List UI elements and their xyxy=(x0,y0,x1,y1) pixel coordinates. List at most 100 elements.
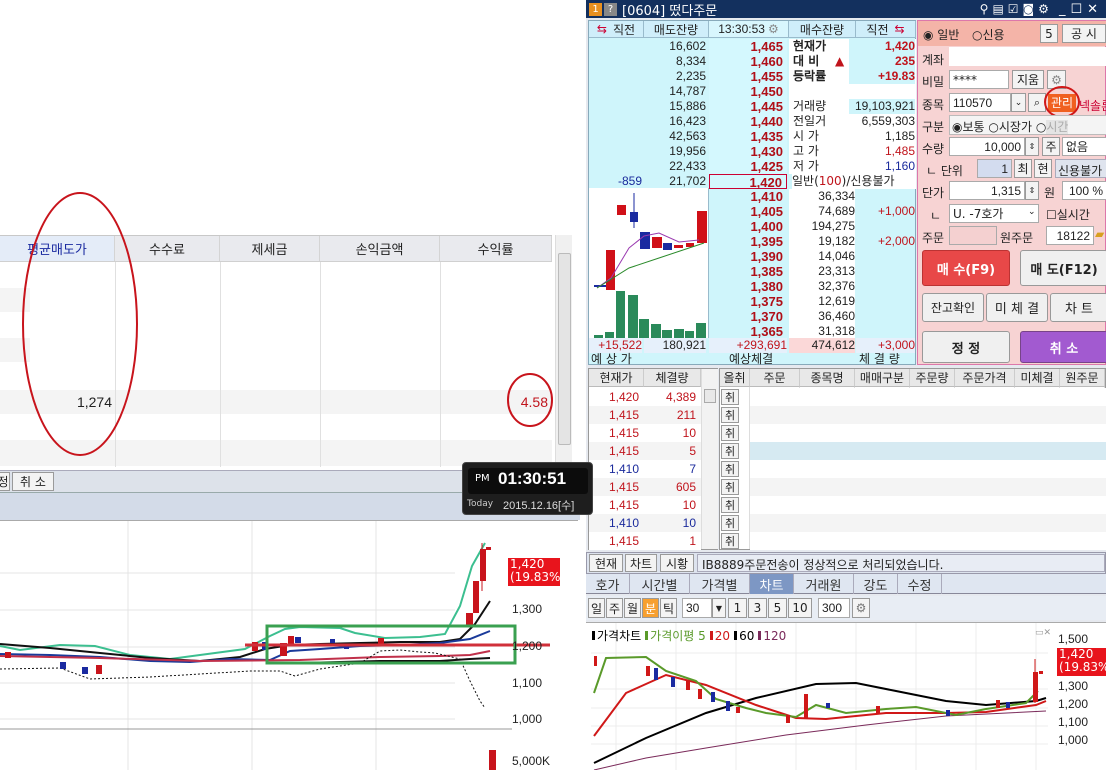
tab-2[interactable]: 가격별 xyxy=(690,574,750,594)
order-row[interactable] xyxy=(750,514,1106,532)
order-row[interactable] xyxy=(750,496,1106,514)
col-fee[interactable]: 수수료 xyxy=(115,236,220,261)
cancel-order-button[interactable]: 취 소 xyxy=(1020,331,1106,363)
cancel-button[interactable]: 취 소 xyxy=(12,472,54,491)
cancel-row-button[interactable]: 취 xyxy=(721,515,739,531)
legend-item[interactable]: 120 xyxy=(758,629,786,643)
tab-3[interactable]: 차트 xyxy=(750,574,794,594)
radio-normal[interactable]: ◉보통 xyxy=(952,120,985,134)
col-return-rate[interactable]: 수익률 xyxy=(440,236,552,261)
ask-price[interactable]: 1,430 xyxy=(709,144,787,159)
tick-row[interactable]: 1,420 4,389 xyxy=(589,388,701,406)
bid-price[interactable]: 1,365 xyxy=(750,324,783,339)
radio-credit[interactable]: ○신용 xyxy=(972,28,1005,42)
ask-price[interactable]: 1,440 xyxy=(709,114,787,129)
order-row[interactable] xyxy=(750,532,1106,550)
unfilled-button[interactable]: 미 체 결 xyxy=(986,293,1048,322)
cancel-row-button[interactable]: 취 xyxy=(721,461,739,477)
clear-password-button[interactable]: 지움 xyxy=(1012,70,1044,89)
title-toolbar-icons[interactable]: ⚲▤☑◙⚙ xyxy=(979,2,1053,16)
col-3[interactable]: 매매구분 xyxy=(855,369,910,387)
order-row[interactable] xyxy=(750,424,1106,442)
price-chart[interactable]: 가격차트 가격이평 5 20 60 120 ▭✕ 1,500 1,300 1,200 1… xyxy=(586,622,1106,771)
account-field[interactable] xyxy=(949,47,1106,66)
ticks-scrollbar[interactable] xyxy=(701,369,718,549)
ask-price[interactable]: 1,465 xyxy=(709,39,787,54)
legend-item[interactable]: 가격차트 xyxy=(592,629,641,643)
order-no-field[interactable] xyxy=(949,226,997,245)
bid-price[interactable]: 1,410 xyxy=(750,189,783,204)
bid-price[interactable]: 1,385 xyxy=(750,264,783,279)
table-row[interactable]: 1,274 4.58 xyxy=(0,390,552,414)
buy-button[interactable]: 매 수(F9) xyxy=(922,250,1010,286)
tick-row[interactable]: 1,410 7 xyxy=(589,460,701,478)
period-button[interactable]: 틱 xyxy=(660,598,677,618)
unit-field[interactable]: 1 xyxy=(977,159,1012,178)
window-number-badge[interactable]: 1 xyxy=(589,2,602,16)
ask-price[interactable]: 1,445 xyxy=(709,99,787,114)
qty-stepper[interactable]: ⇕ xyxy=(1025,137,1039,156)
search-icon[interactable]: ⌕ xyxy=(1028,93,1046,112)
vertical-scrollbar[interactable] xyxy=(555,235,572,467)
realtime-checkbox[interactable]: ☐실시간 xyxy=(1046,208,1090,222)
gear-icon[interactable]: ⚙ xyxy=(852,598,870,618)
tab-0[interactable]: 호가 xyxy=(586,574,630,594)
qty-option-select[interactable]: 없음 xyxy=(1062,137,1106,156)
swap-icon[interactable]: ⇆ xyxy=(596,22,607,36)
bid-price[interactable]: 1,380 xyxy=(750,279,783,294)
tick-row[interactable]: 1,415 1 xyxy=(589,532,701,550)
bid-price[interactable]: 1,370 xyxy=(750,309,783,324)
cancel-row-button[interactable]: 취 xyxy=(721,479,739,495)
chart-link-button[interactable]: 차트 xyxy=(625,554,657,572)
count-input[interactable]: 300 xyxy=(818,598,850,618)
tab-5[interactable]: 강도 xyxy=(854,574,898,594)
legend-item[interactable]: 가격이평 5 xyxy=(645,629,706,643)
bid-price[interactable]: 1,390 xyxy=(750,249,783,264)
order-row[interactable] xyxy=(750,406,1106,424)
radio-market[interactable]: ○시장가 xyxy=(988,120,1033,134)
tick-row[interactable]: 1,415 211 xyxy=(589,406,701,424)
cancel-row-button[interactable]: 취 xyxy=(721,497,739,513)
order-row[interactable] xyxy=(750,478,1106,496)
bid-price[interactable]: 1,400 xyxy=(750,219,783,234)
legend-item[interactable]: 60 xyxy=(734,629,754,643)
chevron-down-icon[interactable]: ▼ xyxy=(712,598,726,618)
cancel-row-button[interactable]: 취 xyxy=(721,425,739,441)
ask-price[interactable]: 1,425 xyxy=(709,159,787,174)
notice-button[interactable]: 공 시 xyxy=(1062,24,1106,43)
ask-price[interactable]: 1,435 xyxy=(709,129,787,144)
qty-input[interactable]: 10,000 xyxy=(949,137,1025,156)
quick-interval-button[interactable]: 5 xyxy=(768,598,787,618)
cancel-row-button[interactable]: 취 xyxy=(721,533,739,549)
cancel-row-button[interactable]: 취 xyxy=(721,389,739,405)
tick-option-select[interactable]: U. -7호가 xyxy=(949,204,1039,223)
radio-time[interactable]: ○시간 xyxy=(1035,120,1069,134)
left-price-chart[interactable]: 1,420 (19.83%) 1,300 1,200 1,100 1,000 5… xyxy=(0,520,578,770)
col-tax[interactable]: 제세금 xyxy=(220,236,320,261)
qty-unit-button[interactable]: 주 xyxy=(1042,137,1060,156)
title-bar[interactable]: 1 ? [0604] 떴다주문 ⚲▤☑◙⚙ _☐✕ xyxy=(586,0,1106,19)
tab-6[interactable]: 수정 xyxy=(898,574,942,594)
ask-price[interactable]: 1,450 xyxy=(709,84,787,99)
col-pnl[interactable]: 손익금액 xyxy=(320,236,440,261)
ask-price[interactable]: 1,420 xyxy=(709,174,787,190)
help-icon[interactable]: ? xyxy=(604,2,617,16)
col-4[interactable]: 주문량 xyxy=(910,369,955,387)
quick-interval-button[interactable]: 1 xyxy=(728,598,747,618)
legend-item[interactable]: 20 xyxy=(709,629,730,643)
col-1[interactable]: 주문 xyxy=(750,369,800,387)
folder-icon[interactable]: ▰ xyxy=(1095,227,1105,241)
chevron-down-icon[interactable]: ⌄ xyxy=(1028,207,1036,217)
chevron-down-icon[interactable]: ⌄ xyxy=(1011,93,1026,112)
tab-4[interactable]: 거래원 xyxy=(794,574,854,594)
panel-window-controls[interactable]: ▭✕ xyxy=(1035,628,1052,638)
ask-price[interactable]: 1,455 xyxy=(709,69,787,84)
quick-interval-button[interactable]: 3 xyxy=(748,598,767,618)
price-stepper[interactable]: ⇕ xyxy=(1025,181,1039,200)
tick-row[interactable]: 1,415 10 xyxy=(589,424,701,442)
col-7[interactable]: 원주문 xyxy=(1060,369,1105,387)
password-field[interactable]: **** xyxy=(949,70,1009,89)
bid-price[interactable]: 1,395 xyxy=(750,234,783,249)
bid-price[interactable]: 1,375 xyxy=(750,294,783,309)
col-2[interactable]: 종목명 xyxy=(800,369,855,387)
